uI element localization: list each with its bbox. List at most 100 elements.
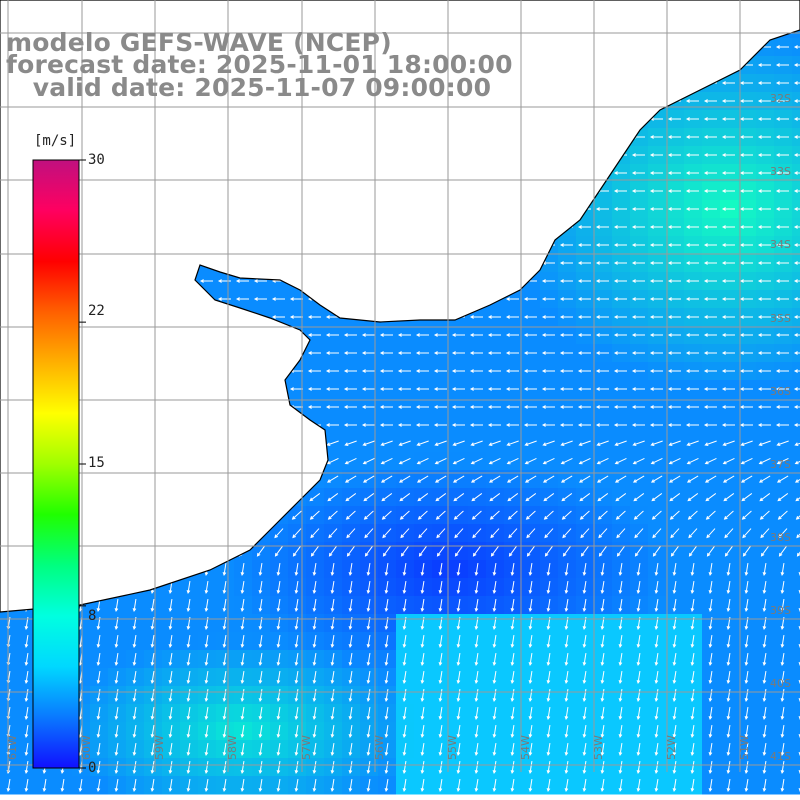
wind-arrowhead	[631, 387, 636, 391]
wind-arrowhead	[649, 351, 654, 355]
wind-arrowhead	[276, 607, 281, 612]
wind-arrowhead	[544, 552, 549, 557]
wind-arrowhead	[706, 534, 710, 539]
wind-arrowhead	[686, 479, 691, 483]
wind-arrowhead	[636, 625, 641, 630]
wind-arrowhead	[793, 189, 798, 193]
wind-arrowhead	[613, 315, 618, 319]
wind-arrowhead	[739, 243, 744, 247]
wind-arrowhead	[757, 405, 762, 409]
wind-arrowhead	[217, 279, 222, 283]
wind-arrowhead	[687, 497, 692, 502]
wind-arrow	[709, 634, 713, 648]
wind-arrow	[619, 562, 623, 576]
wind-arrow	[493, 580, 497, 594]
wind-arrowhead	[721, 297, 726, 301]
wind-arrow	[651, 458, 663, 464]
wind-arrowhead	[798, 589, 800, 594]
wind-arrowhead	[744, 571, 749, 576]
wind-arrow	[527, 545, 535, 557]
wind-arrowhead	[330, 679, 335, 684]
wind-arrowhead	[721, 369, 726, 373]
wind-arrow	[381, 475, 393, 483]
wind-arrow	[655, 652, 659, 666]
wind-cell	[792, 578, 800, 597]
wind-arrowhead	[793, 423, 798, 427]
wind-arrowhead	[757, 99, 762, 103]
wind-arrow	[457, 652, 461, 666]
wind-arrowhead	[650, 442, 655, 446]
wind-cell	[792, 668, 800, 687]
wind-arrowhead	[740, 479, 745, 483]
wind-arrowhead	[307, 351, 312, 355]
wind-arrow	[670, 528, 680, 538]
wind-arrow	[543, 493, 555, 501]
wind-arrowhead	[294, 661, 299, 666]
wind-arrowhead	[240, 679, 245, 684]
wind-arrow	[454, 510, 464, 520]
wind-arrowhead	[348, 571, 353, 576]
wind-arrow	[383, 545, 391, 557]
wind-arrowhead	[506, 479, 511, 483]
wind-arrowhead	[560, 479, 565, 483]
wind-arrowhead	[528, 607, 533, 612]
wind-arrowhead	[631, 243, 636, 247]
wind-arrowhead	[506, 442, 511, 446]
wind-arrow	[381, 493, 393, 501]
wind-arrow	[435, 458, 447, 464]
wind-arrow	[345, 493, 357, 501]
wind-arrow	[723, 493, 735, 501]
wind-arrowhead	[798, 625, 800, 630]
wind-arrowhead	[618, 625, 623, 630]
wind-arrowhead	[384, 643, 389, 648]
wind-arrowhead	[544, 534, 548, 539]
wind-arrow	[673, 562, 677, 576]
wind-arrowhead	[456, 643, 461, 648]
wind-arrowhead	[546, 643, 551, 648]
wind-arrowhead	[793, 99, 798, 103]
wind-arrow	[277, 652, 281, 666]
wind-arrow	[436, 510, 446, 520]
wind-arrowhead	[505, 315, 510, 319]
wind-arrow	[241, 652, 245, 666]
wind-arrowhead	[562, 552, 567, 557]
wind-arrow	[759, 493, 771, 501]
wind-arrow	[403, 580, 407, 594]
wind-arrowhead	[636, 607, 641, 612]
wind-arrowhead	[114, 661, 119, 666]
wind-arrow	[454, 528, 464, 538]
wind-arrow	[345, 458, 357, 464]
wind-arrowhead	[327, 497, 332, 502]
wind-arrow	[781, 562, 785, 576]
wind-arrowhead	[240, 607, 245, 612]
wind-arrowhead	[348, 625, 353, 630]
wind-arrowhead	[240, 625, 245, 630]
wind-arrowhead	[780, 643, 785, 648]
wind-arrowhead	[632, 460, 637, 465]
wind-arrowhead	[613, 369, 618, 373]
wind-arrow	[580, 528, 590, 538]
wind-arrowhead	[649, 387, 654, 391]
wind-arrow	[385, 562, 389, 576]
wind-arrowhead	[654, 607, 659, 612]
wind-arrow	[205, 670, 209, 684]
wind-arrow	[295, 598, 299, 612]
wind-arrowhead	[667, 243, 672, 247]
wind-arrowhead	[649, 423, 654, 427]
wind-arrowhead	[672, 625, 677, 630]
wind-arrow	[616, 510, 626, 520]
wind-arrow	[493, 652, 497, 666]
wind-arrow	[601, 652, 605, 666]
wind-arrowhead	[222, 679, 227, 684]
wind-arrow	[723, 440, 735, 446]
wind-arrow	[293, 545, 301, 557]
wind-arrowhead	[794, 479, 799, 483]
wind-arrowhead	[24, 679, 29, 684]
wind-arrowhead	[523, 423, 528, 427]
wind-arrowhead	[703, 405, 708, 409]
wind-arrowhead	[564, 643, 569, 648]
wind-arrowhead	[168, 607, 173, 612]
wind-arrow	[382, 510, 392, 520]
wind-arrow	[363, 493, 375, 501]
